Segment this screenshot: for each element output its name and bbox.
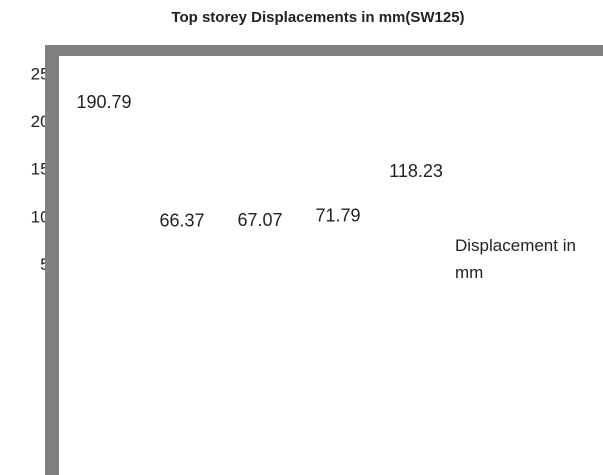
data-label: 190.79 <box>76 92 131 112</box>
data-label: 118.23 <box>389 161 443 181</box>
plot: 190.79 66.37 67.07 71.79 118.23 <box>76 92 442 230</box>
legend-entry: Displacement in mm <box>455 236 576 282</box>
data-label: 71.79 <box>315 205 360 225</box>
chart-title: Top storey Displacements in mm(SW125) <box>171 9 464 26</box>
frame-left <box>45 45 59 475</box>
frame-top <box>45 45 603 56</box>
data-label: 66.37 <box>159 211 204 231</box>
data-label: 67.07 <box>237 210 282 230</box>
